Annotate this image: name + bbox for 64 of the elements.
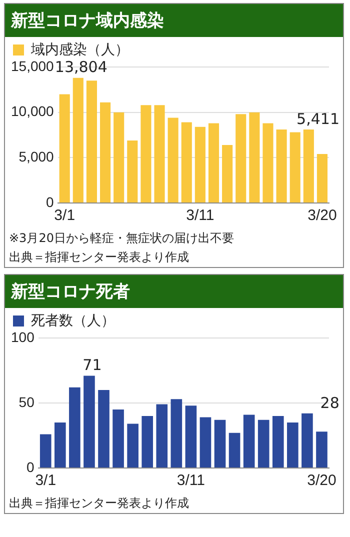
- y-tick-label: 100: [11, 328, 35, 345]
- x-tick-label: 3/20: [308, 207, 337, 224]
- source-note: 出典＝指揮センター発表より作成: [8, 249, 190, 266]
- x-tick-label: 3/11: [176, 472, 205, 490]
- legend-label: 死者数（人）: [31, 312, 115, 328]
- bar: [100, 102, 111, 202]
- bar: [287, 422, 298, 468]
- bar: [194, 126, 206, 202]
- bar: [72, 78, 84, 202]
- bar: [303, 130, 314, 202]
- y-tick-label: 0: [46, 194, 54, 210]
- bar: [316, 154, 328, 202]
- bar: [54, 422, 66, 468]
- bar: [185, 406, 197, 468]
- bar: [243, 414, 255, 468]
- x-tick-label: 3/1: [35, 472, 56, 490]
- bar: [236, 114, 246, 202]
- bar: [127, 140, 138, 202]
- bar: [302, 413, 313, 468]
- y-tick-label: 50: [18, 394, 35, 410]
- bar: [142, 416, 154, 468]
- bar: [140, 105, 152, 202]
- bar: [170, 399, 182, 468]
- bar: [40, 434, 52, 468]
- y-tick-label: 10,000: [10, 103, 54, 120]
- data-label: 71: [82, 356, 102, 374]
- chart-title: 新型コロナ死者: [5, 275, 343, 308]
- x-tick-label: 3/11: [186, 207, 214, 224]
- bar: [316, 432, 328, 468]
- chart-title: 新型コロナ域内感染: [5, 4, 343, 37]
- bar: [84, 376, 95, 468]
- bar: [258, 420, 270, 468]
- x-tick-label: 3/20: [307, 472, 336, 490]
- bar: [222, 144, 233, 202]
- bar: [272, 416, 284, 468]
- bar: [214, 420, 226, 468]
- x-tick-label: 3/1: [54, 207, 76, 224]
- bar: [154, 105, 165, 202]
- bar: [228, 432, 240, 468]
- bar: [127, 424, 138, 468]
- bar: [98, 390, 110, 468]
- bar: [200, 417, 212, 468]
- bar: [276, 130, 287, 202]
- bar: [181, 122, 192, 202]
- data-label: 13,804: [54, 58, 108, 76]
- bar: [262, 123, 274, 202]
- bar: [290, 132, 300, 202]
- bar: [86, 80, 97, 202]
- bar: [69, 387, 80, 468]
- data-label: 28: [320, 394, 340, 412]
- data-label: 5,411: [296, 110, 340, 128]
- bar: [168, 118, 178, 202]
- source-note: 出典＝指揮センター発表より作成: [8, 495, 190, 512]
- y-tick-label: 5,000: [18, 148, 54, 165]
- text: ※3月20日から軽症・無症状の届け出不要: [8, 230, 235, 247]
- bar: [59, 94, 70, 202]
- bar: [114, 112, 124, 202]
- bar: [208, 123, 220, 202]
- y-tick-label: 15,000: [10, 58, 54, 74]
- legend-label: 域内感染（人）: [30, 40, 129, 57]
- bar: [249, 112, 260, 202]
- bar: [156, 404, 168, 468]
- bar: [112, 410, 124, 468]
- y-tick-label: 0: [26, 458, 35, 475]
